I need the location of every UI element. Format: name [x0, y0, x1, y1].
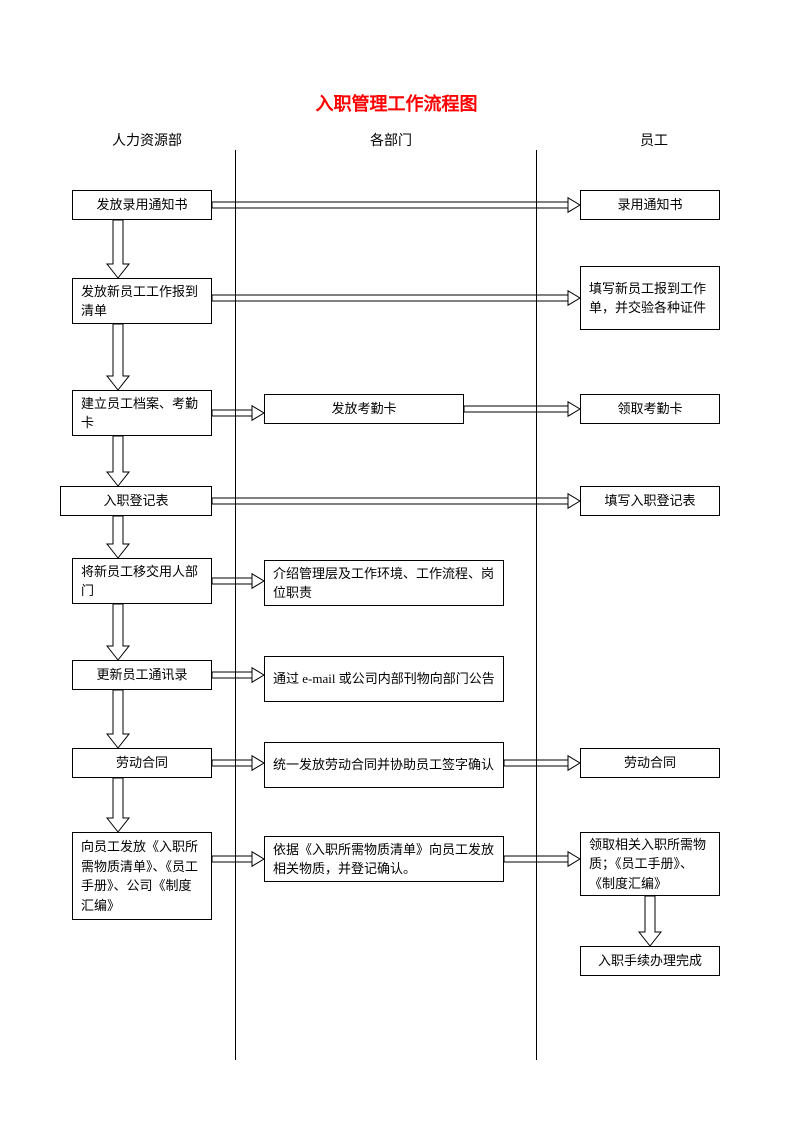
lane-header-emp: 员工: [640, 130, 668, 150]
node-emp-6: 领取相关入职所需物质；《员工手册》、《制度汇编》: [580, 832, 720, 896]
node-emp-2: 填写新员工报到工作单，并交验各种证件: [580, 266, 720, 330]
node-hr-2: 发放新员工工作报到清单: [72, 278, 212, 324]
node-dept-5: 依据《入职所需物质清单》向员工发放相关物质，并登记确认。: [264, 836, 504, 882]
node-dept-2: 介绍管理层及工作环境、工作流程、岗位职责: [264, 560, 504, 606]
page-title: 入职管理工作流程图: [0, 90, 793, 116]
node-hr-6: 更新员工通讯录: [72, 660, 212, 690]
lane-divider-2: [536, 150, 537, 1060]
node-hr-1: 发放录用通知书: [72, 190, 212, 220]
node-emp-1: 录用通知书: [580, 190, 720, 220]
node-hr-5: 将新员工移交用人部门: [72, 558, 212, 604]
node-emp-7: 入职手续办理完成: [580, 946, 720, 976]
lane-header-dept: 各部门: [370, 130, 412, 150]
node-emp-4: 填写入职登记表: [580, 486, 720, 516]
node-hr-4: 入职登记表: [60, 486, 212, 516]
lane-divider-1: [235, 150, 236, 1060]
node-emp-3: 领取考勤卡: [580, 394, 720, 424]
node-dept-1: 发放考勤卡: [264, 394, 464, 424]
node-emp-5: 劳动合同: [580, 748, 720, 778]
node-hr-3: 建立员工档案、考勤卡: [72, 390, 212, 436]
node-dept-3: 通过 e-mail 或公司内部刊物向部门公告: [264, 656, 504, 702]
node-hr-7: 劳动合同: [72, 748, 212, 778]
node-dept-4: 统一发放劳动合同并协助员工签字确认: [264, 742, 504, 788]
lane-header-hr: 人力资源部: [112, 130, 182, 150]
node-hr-8: 向员工发放《入职所需物质清单》、《员工手册》、公司《制度汇编》: [72, 832, 212, 920]
